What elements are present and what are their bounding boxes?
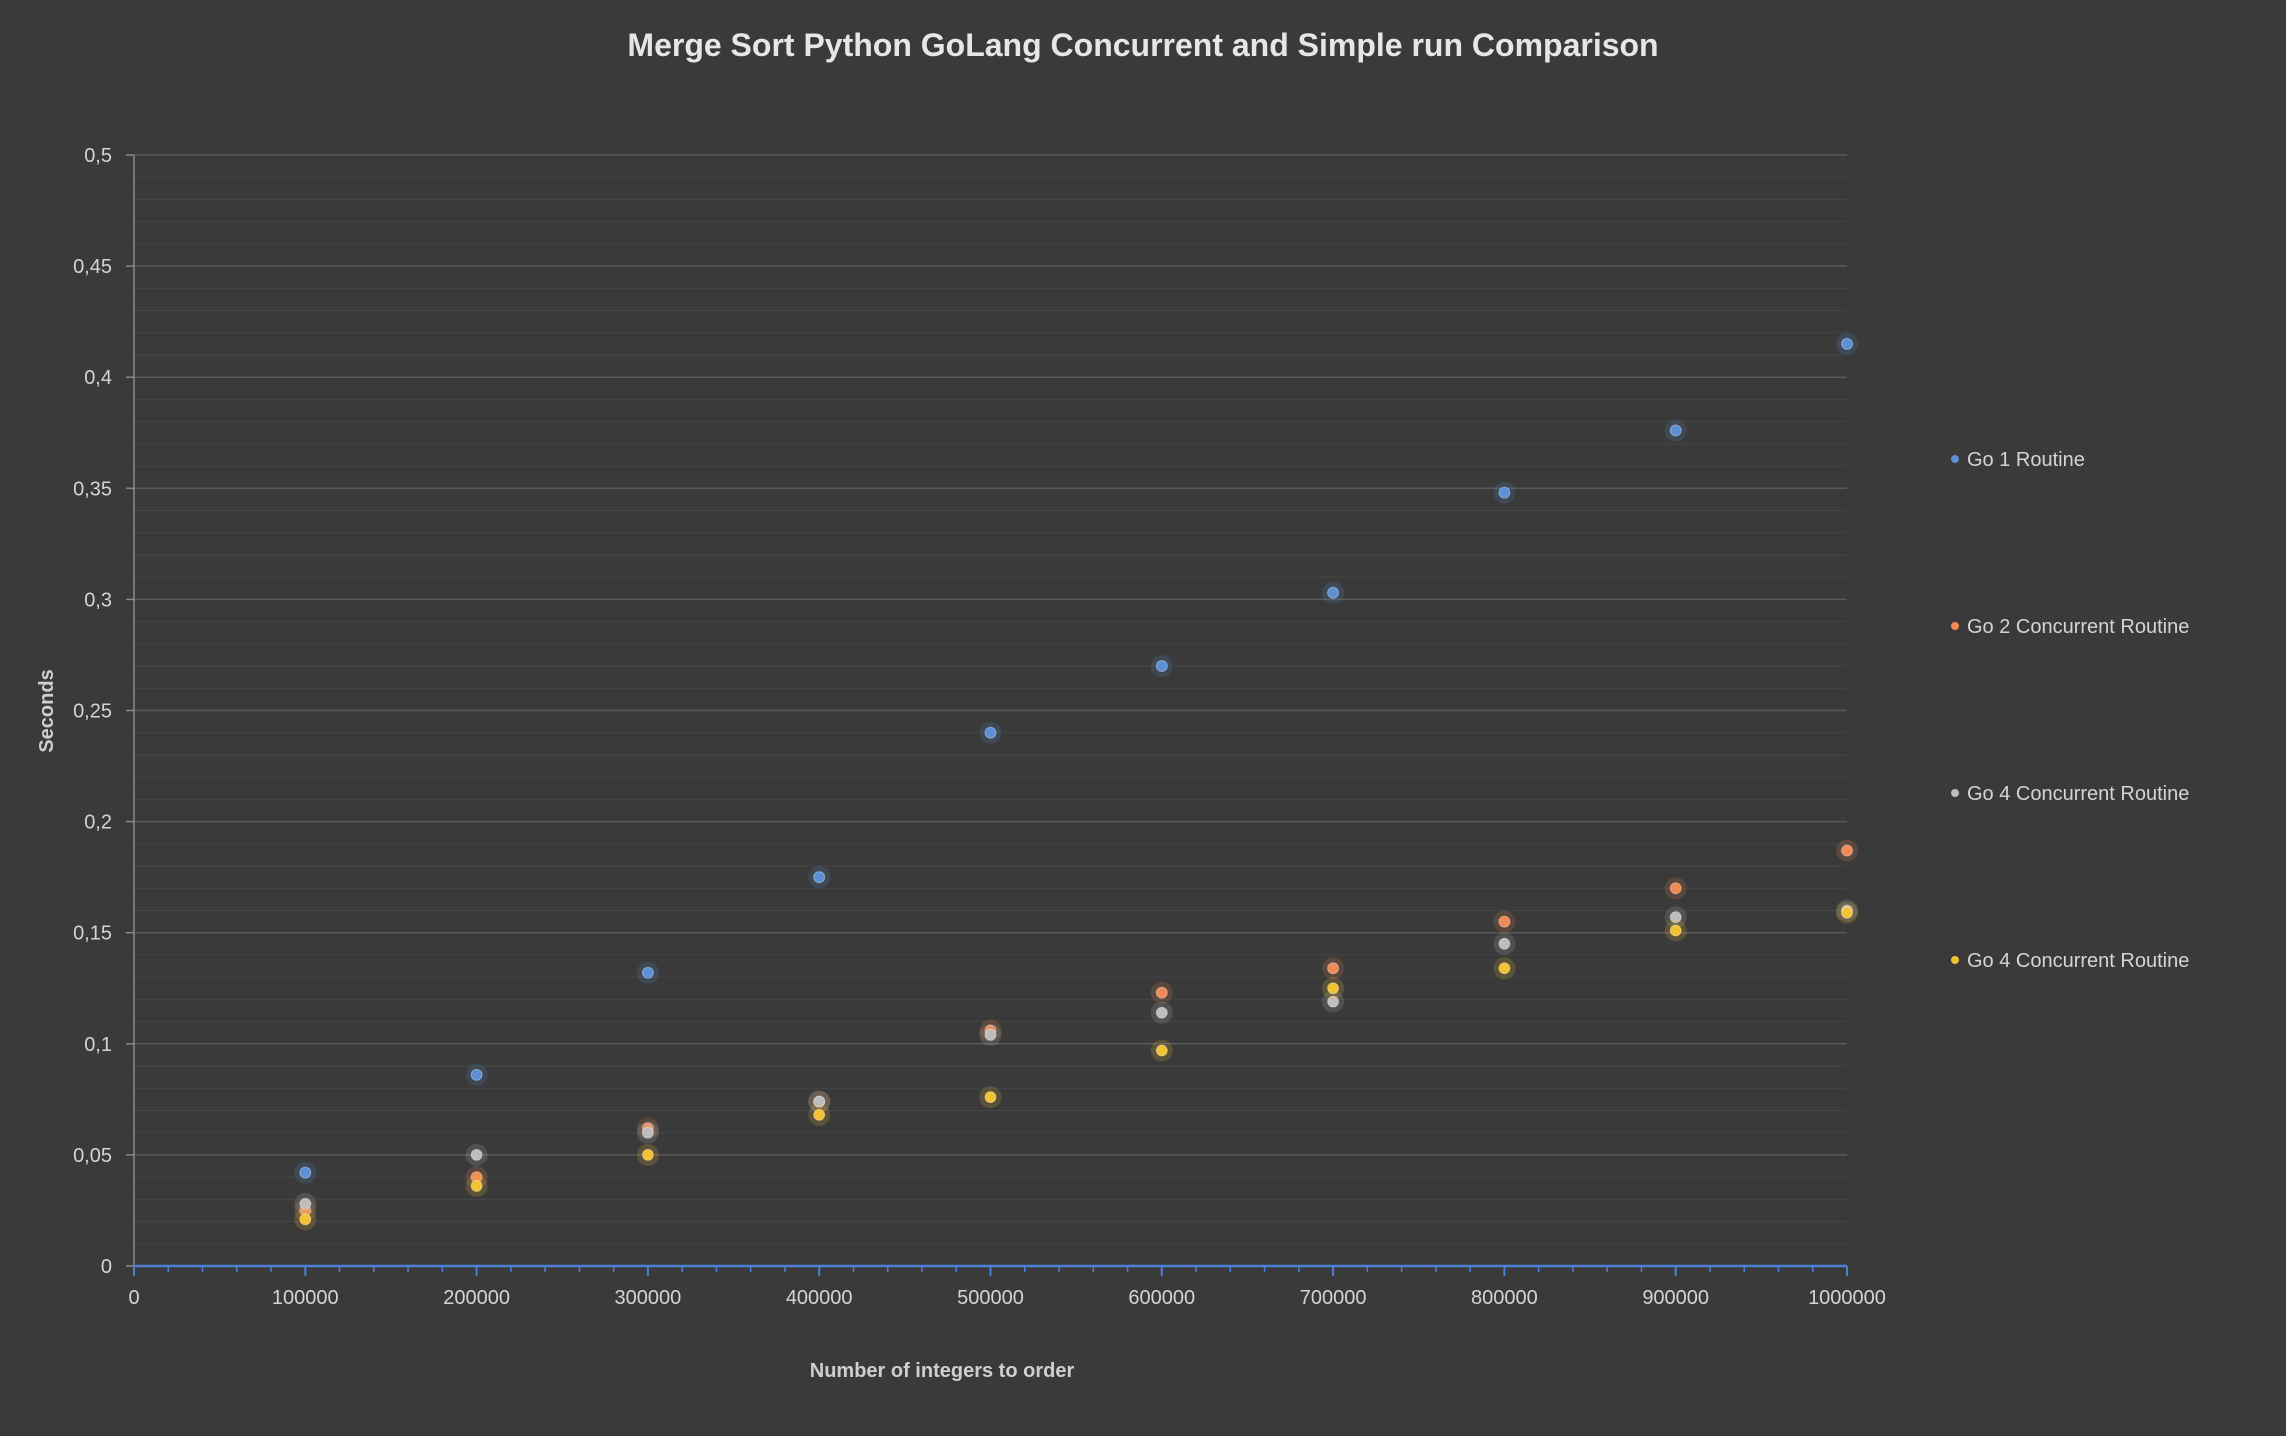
x-tick-labels: 0 100000 200000 300000 400000 500000 600000 700… bbox=[128, 1287, 1886, 1309]
x-tick-label: 400000 bbox=[786, 1287, 853, 1309]
legend-marker bbox=[1951, 789, 1959, 797]
data-point bbox=[1155, 660, 1168, 673]
data-point bbox=[1841, 337, 1853, 350]
data-point bbox=[984, 726, 997, 739]
data-point bbox=[813, 1108, 826, 1121]
gridlines bbox=[134, 154, 1847, 1245]
data-point bbox=[813, 1095, 826, 1108]
data-point bbox=[1498, 915, 1511, 928]
legend-label: Go 1 Routine bbox=[1967, 449, 2085, 471]
data-point bbox=[1841, 844, 1853, 857]
series-group bbox=[294, 901, 1858, 1231]
y-tick-label: 0,35 bbox=[73, 478, 112, 500]
legend-marker bbox=[1951, 455, 1959, 463]
data-point bbox=[1327, 962, 1340, 975]
y-tick-label: 0,45 bbox=[73, 256, 112, 278]
data-point bbox=[299, 1213, 312, 1226]
data-point bbox=[1498, 962, 1511, 975]
x-tick-label: 300000 bbox=[615, 1287, 682, 1309]
series-group bbox=[294, 332, 1858, 1184]
chart-title: Merge Sort Python GoLang Concurrent and … bbox=[627, 27, 1658, 63]
data-point bbox=[1669, 882, 1682, 895]
data-point bbox=[1498, 937, 1511, 950]
x-tick-label: 500000 bbox=[957, 1287, 1024, 1309]
data-point bbox=[470, 1148, 483, 1161]
data-point bbox=[299, 1197, 312, 1210]
legend: Go 1 Routine Go 2 Concurrent Routine Go 4 … bbox=[1951, 449, 2189, 972]
legend-label: Go 4 Concurrent Routine bbox=[1967, 950, 2189, 972]
data-point bbox=[1841, 906, 1853, 919]
axes bbox=[126, 154, 1848, 1276]
data-point bbox=[641, 1148, 654, 1161]
x-tick-label: 600000 bbox=[1128, 1287, 1195, 1309]
x-tick-label: 700000 bbox=[1300, 1287, 1367, 1309]
x-tick-label: 0 bbox=[128, 1287, 139, 1309]
legend-marker bbox=[1951, 956, 1959, 964]
data-point bbox=[470, 1068, 483, 1081]
data-point bbox=[1155, 1006, 1168, 1019]
data-point bbox=[1669, 424, 1682, 437]
y-tick-label: 0 bbox=[101, 1256, 112, 1278]
data-point bbox=[1327, 982, 1340, 995]
y-tick-label: 0,05 bbox=[73, 1145, 112, 1167]
y-tick-label: 0,3 bbox=[84, 589, 112, 611]
y-axis-label: Seconds bbox=[36, 669, 58, 752]
x-tick-label: 200000 bbox=[443, 1287, 510, 1309]
x-tick-label: 800000 bbox=[1471, 1287, 1538, 1309]
x-tick-label: 900000 bbox=[1642, 1287, 1709, 1309]
data-point bbox=[1669, 911, 1682, 924]
x-tick-label: 100000 bbox=[272, 1287, 339, 1309]
data-points bbox=[294, 332, 1858, 1231]
y-tick-label: 0,15 bbox=[73, 923, 112, 945]
data-point bbox=[1155, 1044, 1168, 1057]
data-point bbox=[1155, 986, 1168, 999]
x-axis-label: Number of integers to order bbox=[810, 1360, 1075, 1382]
legend-marker bbox=[1951, 622, 1959, 630]
y-tick-labels: 0 0,05 0,1 0,15 0,2 0,25 0,3 0,35 0,4 0,45 0,5 bbox=[73, 145, 112, 1278]
data-point bbox=[1669, 924, 1682, 937]
data-point bbox=[1498, 486, 1511, 499]
data-point bbox=[984, 1028, 997, 1041]
data-point bbox=[984, 1091, 997, 1104]
data-point bbox=[641, 966, 654, 979]
y-tick-label: 0,2 bbox=[84, 812, 112, 834]
data-point bbox=[1327, 995, 1340, 1008]
y-tick-label: 0,1 bbox=[84, 1034, 112, 1056]
legend-label: Go 4 Concurrent Routine bbox=[1967, 783, 2189, 805]
y-tick-label: 0,5 bbox=[84, 145, 112, 167]
data-point bbox=[813, 871, 826, 884]
data-point bbox=[299, 1166, 312, 1179]
legend-label: Go 2 Concurrent Routine bbox=[1967, 616, 2189, 638]
data-point bbox=[470, 1180, 483, 1193]
data-point bbox=[1327, 586, 1340, 599]
y-tick-label: 0,25 bbox=[73, 701, 112, 723]
y-tick-label: 0,4 bbox=[84, 367, 112, 389]
x-tick-label: 1000000 bbox=[1808, 1287, 1886, 1309]
series-group bbox=[294, 899, 1858, 1215]
data-point bbox=[641, 1126, 654, 1139]
